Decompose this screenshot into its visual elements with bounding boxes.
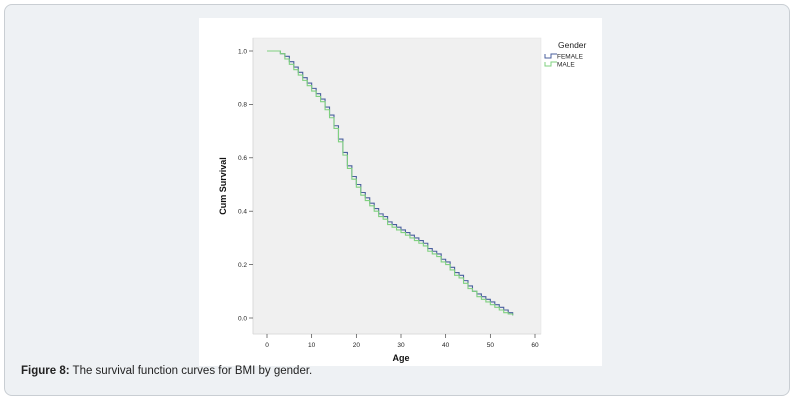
y-tick-label: 0.0: [238, 315, 247, 322]
y-tick-label: 1.0: [238, 48, 247, 55]
legend-swatch-male: [544, 61, 557, 67]
x-tick-label: 40: [442, 342, 450, 349]
y-tick-label: 0.6: [238, 155, 247, 162]
caption-label: Figure 8:: [21, 365, 70, 377]
series-line-male: [267, 50, 514, 316]
x-tick-label: 30: [397, 342, 405, 349]
y-tick-label: 0.4: [238, 209, 247, 216]
chart-panel: 0.0 0.2 0.4 0.6 0.8 1.0 0 10 20 30 40 50 60 Cum Sur…: [199, 18, 602, 366]
caption-text: The survival function curves for BMI by …: [69, 365, 313, 377]
x-tick-label: 20: [353, 342, 361, 349]
legend-label-female: FEMALE: [557, 54, 584, 61]
x-tick-label: 60: [531, 342, 539, 349]
series-layer: [267, 50, 514, 316]
x-axis-title: Age: [392, 353, 409, 363]
plot-area: [252, 37, 542, 335]
legend-swatch-female: [544, 53, 557, 59]
y-axis-title: Cum Survival: [218, 157, 228, 215]
x-tick-label: 50: [487, 342, 495, 349]
legend-title: Gender: [558, 40, 587, 50]
y-tick-label: 0.2: [238, 262, 247, 269]
survival-chart: 0.0 0.2 0.4 0.6 0.8 1.0 0 10 20 30 40 50 60 Cum Sur…: [218, 37, 587, 363]
x-tick-label: 10: [308, 342, 316, 349]
figure-frame: 0.0 0.2 0.4 0.6 0.8 1.0 0 10 20 30 40 50 60 Cum Sur…: [4, 4, 790, 396]
y-tick-label: 0.8: [238, 102, 247, 109]
legend-label-male: MALE: [557, 62, 575, 69]
x-ticks: 0 10 20 30 40 50 60: [265, 334, 539, 349]
x-tick-label: 0: [265, 342, 269, 349]
y-ticks: 0.0 0.2 0.4 0.6 0.8 1.0: [238, 48, 253, 322]
figure-caption: Figure 8: The survival function curves f…: [21, 365, 312, 377]
